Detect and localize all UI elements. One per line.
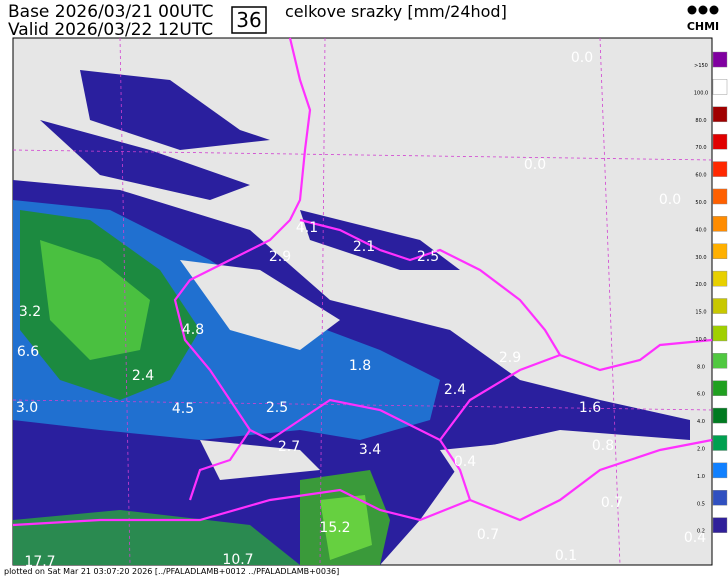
- legend-label: 6.0: [697, 392, 705, 398]
- legend-label: 2.0: [697, 447, 705, 453]
- precipitation-value: 0.0: [571, 50, 593, 66]
- legend-swatch: [712, 325, 728, 342]
- logo: CHMI: [687, 5, 719, 33]
- precipitation-value: 1.6: [579, 400, 601, 416]
- precipitation-value: 2.1: [353, 239, 375, 255]
- precipitation-value: 2.4: [444, 382, 466, 398]
- precipitation-value: 2.5: [266, 400, 288, 416]
- precipitation-value: 0.1: [555, 548, 577, 564]
- precipitation-value: 2.7: [278, 439, 300, 455]
- precipitation-value: 2.4: [132, 368, 154, 384]
- legend-swatch: [712, 51, 728, 68]
- precipitation-value: 4.8: [182, 322, 204, 338]
- legend-label: 15.0: [695, 310, 706, 316]
- legend-swatch: [712, 435, 728, 451]
- legend-label: 70.0: [695, 145, 706, 151]
- legend-swatch: [712, 243, 728, 259]
- legend-swatch: [712, 517, 728, 533]
- precipitation-value: 1.8: [349, 358, 371, 374]
- legend-label: 10.0: [695, 337, 706, 343]
- legend-swatch: [712, 161, 728, 177]
- legend-label: 8.0: [697, 364, 705, 370]
- country-borders: [12, 37, 713, 527]
- precipitation-value: 17.7: [24, 554, 55, 570]
- precipitation-value: 0.7: [477, 527, 499, 543]
- legend-label: 40.0: [695, 227, 706, 233]
- legend-swatch: [712, 216, 728, 232]
- legend-label: 0.2: [697, 529, 705, 535]
- precipitation-value: 2.5: [417, 249, 439, 265]
- legend-label: 30.0: [695, 255, 706, 261]
- valid-time: Valid 2026/03/22 12UTC: [8, 20, 213, 40]
- forecast-hour: 36: [236, 8, 261, 32]
- legend-label: 80.0: [695, 118, 706, 124]
- legend-swatch: [712, 298, 728, 314]
- precipitation-value: 0.4: [454, 454, 476, 470]
- precipitation-values: 0.0 0.0 0.0 4.1 2.1 2.5 2.9 3.2 4.8 6.6 1.8 2.9 2.4 2…: [16, 50, 706, 570]
- precipitation-value: 3.2: [19, 304, 41, 320]
- legend-swatch: [712, 380, 728, 396]
- legend-swatch: [712, 353, 728, 369]
- legend-label: >150: [694, 63, 708, 69]
- legend-swatch: [712, 133, 728, 150]
- map-title: celkove srazky [mm/24hod]: [285, 2, 507, 21]
- legend-swatch: [712, 270, 728, 287]
- legend-label: 20.0: [695, 282, 706, 288]
- precipitation-value: 10.7: [222, 552, 253, 568]
- legend-swatch: [712, 79, 728, 95]
- legend-swatch: [712, 407, 728, 424]
- forecast-hour-box: [231, 6, 267, 34]
- legend-label: 100.0: [694, 90, 708, 96]
- legend: >150 100.0 80.0 70.0 60.0 50.0 40.0 30.0 20.0 15.…: [694, 51, 728, 535]
- precipitation-value: 4.5: [172, 401, 194, 417]
- legend-label: 0.5: [697, 501, 705, 507]
- legend-swatch: [712, 462, 728, 479]
- precipitation-value: 0.8: [592, 438, 614, 454]
- legend-swatch: [712, 106, 728, 123]
- legend-label: 4.0: [697, 419, 705, 425]
- precipitation-value: 6.6: [17, 344, 39, 360]
- base-time: Base 2026/03/21 00UTC: [8, 2, 214, 22]
- legend-label: 50.0: [695, 200, 706, 206]
- precipitation-value: 3.0: [16, 400, 38, 416]
- precipitation-field: [13, 70, 690, 565]
- grid-lines: [12, 37, 713, 566]
- logo-text: CHMI: [687, 20, 719, 33]
- precipitation-value: 0.0: [524, 157, 546, 173]
- map-area: 0.0 0.0 0.0 4.1 2.1 2.5 2.9 3.2 4.8 6.6 1.8 2.9 2.4 2…: [12, 37, 713, 570]
- precipitation-value: 0.0: [659, 192, 681, 208]
- precipitation-value: 2.9: [499, 350, 521, 366]
- legend-label: 60.0: [695, 173, 706, 179]
- precipitation-value: 0.7: [601, 495, 623, 511]
- precipitation-value: 0.4: [684, 530, 706, 546]
- precipitation-value: 2.9: [269, 249, 291, 265]
- legend-label: 1.0: [697, 474, 705, 480]
- legend-swatch: [712, 188, 728, 205]
- precipitation-value: 15.2: [319, 520, 350, 536]
- legend-swatch: [712, 490, 728, 506]
- precipitation-value: 4.1: [296, 220, 318, 236]
- footer: plotted on Sat Mar 21 03:07:20 2026 [../…: [4, 567, 339, 576]
- precipitation-value: 3.4: [359, 442, 381, 458]
